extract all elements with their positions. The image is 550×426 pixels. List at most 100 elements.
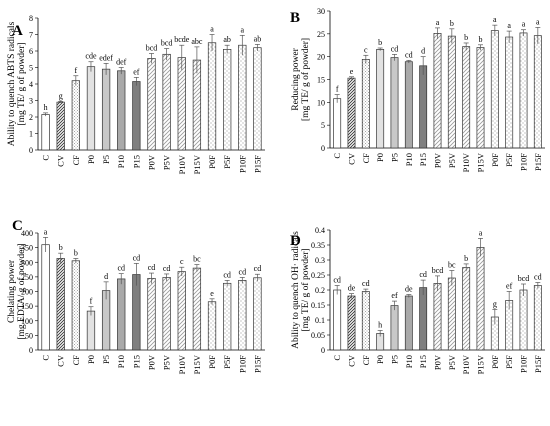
y-tick-label: 5 bbox=[321, 121, 325, 130]
significance-letter: g bbox=[493, 300, 497, 309]
y-tick-label: 350 bbox=[21, 244, 33, 253]
significance-letter: ef bbox=[506, 282, 513, 291]
category-label: P10F bbox=[519, 153, 529, 171]
y-tick-label: 0.2 bbox=[315, 286, 325, 295]
category-label: P10V bbox=[177, 354, 187, 374]
bar bbox=[117, 278, 126, 351]
category-label: P5 bbox=[390, 153, 400, 162]
category-label: CF bbox=[71, 355, 81, 366]
bar bbox=[238, 280, 247, 351]
category-label: P0V bbox=[147, 354, 157, 370]
bar bbox=[177, 57, 186, 151]
category-label: C bbox=[332, 153, 342, 159]
significance-letter: a bbox=[44, 227, 48, 236]
bar bbox=[192, 267, 202, 351]
category-label: P0V bbox=[147, 154, 157, 170]
bar bbox=[56, 258, 65, 351]
category-label: C bbox=[41, 155, 51, 161]
bar bbox=[71, 80, 80, 151]
category-label: P15F bbox=[533, 153, 543, 171]
y-tick-label: 0.1 bbox=[315, 316, 325, 325]
category-label: P10 bbox=[116, 355, 126, 368]
significance-letter: f bbox=[336, 85, 339, 94]
y-tick-label: 1 bbox=[29, 130, 33, 139]
y-axis-label-line: [mg TE/ g of powder] bbox=[300, 38, 311, 121]
significance-letter: d bbox=[421, 47, 425, 56]
category-label: CF bbox=[361, 153, 371, 164]
bar bbox=[361, 59, 370, 149]
bar bbox=[238, 44, 247, 151]
category-label: P10 bbox=[116, 155, 126, 168]
significance-letter: b bbox=[479, 35, 483, 44]
significance-letter: bcd bbox=[146, 43, 158, 52]
significance-letter: bcde bbox=[174, 35, 190, 44]
bar bbox=[433, 33, 442, 149]
significance-letter: g bbox=[59, 91, 63, 100]
y-tick-label: 50 bbox=[25, 331, 33, 340]
y-tick-label: 3 bbox=[29, 97, 33, 106]
category-label: P0 bbox=[86, 155, 96, 164]
bar bbox=[390, 57, 399, 149]
category-label: P15F bbox=[533, 355, 543, 373]
y-tick-label: 15 bbox=[317, 76, 325, 85]
significance-letter: a bbox=[522, 20, 526, 29]
significance-letter: a bbox=[210, 25, 214, 34]
bar bbox=[447, 277, 456, 351]
significance-letter: h bbox=[378, 321, 382, 330]
bar bbox=[223, 48, 232, 151]
bar bbox=[390, 305, 399, 351]
bar bbox=[71, 260, 80, 351]
category-label: P10F bbox=[519, 355, 529, 373]
significance-letter: cd bbox=[333, 276, 341, 285]
bar bbox=[347, 295, 356, 351]
y-tick-label: 0.35 bbox=[311, 241, 325, 250]
significance-letter: ef bbox=[133, 67, 140, 76]
bar bbox=[347, 77, 356, 149]
category-label: P5V bbox=[447, 152, 457, 168]
significance-letter: c bbox=[180, 257, 184, 266]
category-label: C bbox=[332, 355, 342, 361]
category-label: P15 bbox=[131, 355, 141, 368]
significance-letter: e bbox=[210, 289, 214, 298]
bar bbox=[533, 35, 542, 149]
category-label: P0V bbox=[433, 152, 443, 168]
bar bbox=[101, 290, 111, 351]
panel-c: C Chelating power[mg EDTA/ g of powder]0 5… bbox=[7, 218, 265, 374]
y-tick-label: 5 bbox=[29, 64, 33, 73]
category-label: P10 bbox=[404, 153, 414, 166]
significance-letter: b bbox=[59, 243, 63, 252]
significance-letter: cd bbox=[405, 50, 413, 59]
category-label: CV bbox=[347, 354, 357, 367]
significance-letter: cd bbox=[362, 279, 370, 288]
category-label: P10V bbox=[461, 152, 471, 172]
y-tick-label: 250 bbox=[21, 273, 33, 282]
bar bbox=[147, 277, 156, 351]
significance-letter: abc bbox=[191, 37, 203, 46]
bar bbox=[333, 98, 342, 149]
panel-letter: B bbox=[290, 10, 300, 26]
bar bbox=[41, 114, 50, 151]
category-label: P10V bbox=[177, 154, 187, 174]
y-tick-label: 0.15 bbox=[311, 301, 325, 310]
significance-letter: cd bbox=[117, 264, 125, 273]
category-label: P10F bbox=[237, 155, 247, 173]
category-label: CV bbox=[56, 354, 66, 367]
significance-letter: d bbox=[104, 272, 108, 281]
panel-letter: A bbox=[12, 23, 23, 39]
category-label: CF bbox=[71, 155, 81, 166]
y-axis-label: Reducing power[mg TE/ g of powder] bbox=[291, 38, 311, 121]
y-axis-label-line: Chelating power bbox=[7, 259, 17, 323]
y-axis-label-line: [mg TE/ g of powder] bbox=[16, 42, 27, 125]
y-axis-label-line: Ability to quench OH· radicals bbox=[291, 231, 301, 349]
category-label: CV bbox=[56, 154, 66, 167]
y-tick-label: 0.4 bbox=[315, 226, 325, 235]
bar bbox=[404, 295, 413, 351]
bar bbox=[376, 49, 385, 149]
significance-letter: cd bbox=[133, 253, 141, 262]
category-label: P5 bbox=[101, 155, 111, 164]
significance-letter: a bbox=[241, 25, 245, 34]
category-label: P15 bbox=[418, 355, 428, 368]
significance-letter: b bbox=[74, 248, 78, 257]
bar bbox=[404, 61, 413, 149]
significance-letter: a bbox=[507, 21, 511, 30]
